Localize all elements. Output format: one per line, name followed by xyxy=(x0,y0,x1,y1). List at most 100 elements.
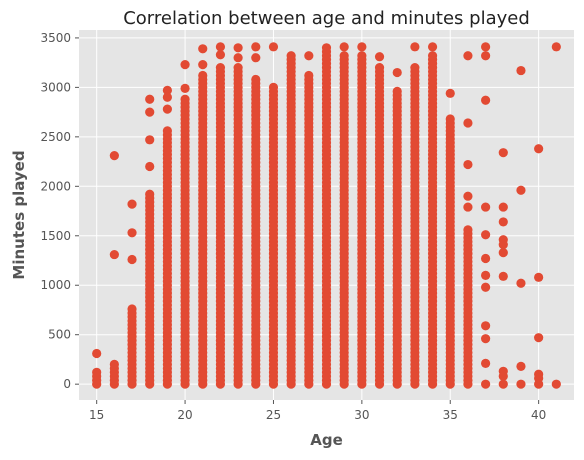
data-point xyxy=(233,62,243,73)
y-axis-ticks: 0 500 1000 1500 2000 2500 3000 3500 xyxy=(40,31,79,391)
data-point xyxy=(215,62,226,73)
y-tick-label: 3000 xyxy=(40,80,71,94)
data-point xyxy=(481,202,491,212)
data-point xyxy=(162,104,172,114)
data-point xyxy=(109,359,119,369)
data-point xyxy=(215,50,226,60)
data-point xyxy=(198,70,208,81)
data-point xyxy=(339,51,349,61)
data-point xyxy=(427,51,438,61)
data-point xyxy=(392,86,402,96)
data-point xyxy=(481,95,491,105)
data-point xyxy=(463,159,473,170)
x-axis-ticks: 15 20 25 30 35 40 xyxy=(89,400,546,422)
data-point xyxy=(498,379,508,389)
x-tick-label: 40 xyxy=(531,408,546,422)
data-point xyxy=(445,114,455,124)
data-point xyxy=(481,358,491,368)
x-axis-label: Age xyxy=(310,431,343,449)
data-point xyxy=(463,202,473,212)
data-point xyxy=(481,282,491,292)
data-point xyxy=(463,51,473,61)
data-point xyxy=(445,88,455,98)
y-tick-label: 2500 xyxy=(40,130,71,144)
y-tick-label: 1500 xyxy=(40,229,71,243)
y-tick-label: 1000 xyxy=(40,278,71,292)
data-point xyxy=(551,379,561,389)
y-tick-label: 2000 xyxy=(40,179,71,193)
data-point xyxy=(92,348,102,359)
x-tick-label: 35 xyxy=(443,408,458,422)
data-point xyxy=(127,228,137,238)
data-point xyxy=(427,42,438,52)
data-point xyxy=(109,151,119,161)
data-point xyxy=(162,85,172,95)
data-point xyxy=(162,126,172,136)
data-point xyxy=(286,51,296,61)
y-tick-label: 0 xyxy=(63,377,71,391)
data-point xyxy=(145,189,155,199)
data-point xyxy=(534,144,544,154)
x-tick-label: 20 xyxy=(177,408,192,422)
data-point xyxy=(516,278,526,288)
x-tick-label: 25 xyxy=(266,408,281,422)
data-point xyxy=(463,225,473,235)
data-point xyxy=(516,379,526,389)
data-point xyxy=(498,247,508,258)
data-point xyxy=(339,42,349,52)
y-tick-label: 3500 xyxy=(40,31,71,45)
data-point xyxy=(516,185,526,195)
data-point xyxy=(481,42,491,52)
data-point xyxy=(392,67,402,78)
data-point xyxy=(215,42,226,52)
data-point xyxy=(410,42,420,52)
data-point xyxy=(498,271,508,281)
data-point xyxy=(162,92,172,102)
data-point xyxy=(534,272,544,282)
data-point xyxy=(481,334,491,344)
data-point xyxy=(534,379,544,389)
data-point xyxy=(198,44,208,54)
data-point xyxy=(410,62,420,73)
data-point xyxy=(374,52,385,62)
data-point xyxy=(268,42,279,52)
data-point xyxy=(481,379,491,389)
data-point xyxy=(145,107,155,117)
data-point xyxy=(304,70,314,81)
data-point xyxy=(481,253,491,264)
data-point xyxy=(357,51,367,61)
data-point xyxy=(481,230,491,240)
data-point xyxy=(534,333,544,343)
data-point xyxy=(145,135,155,145)
data-point xyxy=(481,51,491,61)
x-tick-label: 15 xyxy=(89,408,104,422)
data-point xyxy=(463,118,473,128)
data-point xyxy=(251,42,261,52)
data-point xyxy=(498,240,508,250)
data-point xyxy=(357,42,367,52)
data-point xyxy=(516,65,526,76)
data-point xyxy=(321,43,332,53)
data-points xyxy=(92,42,561,389)
data-point xyxy=(516,361,526,371)
data-point xyxy=(180,83,190,93)
data-point xyxy=(145,161,155,172)
data-point xyxy=(251,74,261,85)
data-point xyxy=(498,148,508,158)
data-point xyxy=(92,367,102,377)
data-point xyxy=(498,202,508,212)
data-point xyxy=(498,217,508,227)
data-point xyxy=(268,82,279,92)
data-point xyxy=(374,62,385,73)
data-point xyxy=(233,53,243,63)
data-point xyxy=(498,371,508,381)
data-point xyxy=(304,51,314,61)
data-point xyxy=(463,191,473,201)
data-point xyxy=(145,94,155,104)
x-tick-label: 30 xyxy=(354,408,369,422)
data-point xyxy=(109,249,119,260)
data-point xyxy=(127,199,137,209)
data-point xyxy=(551,42,561,52)
data-point xyxy=(481,321,491,331)
